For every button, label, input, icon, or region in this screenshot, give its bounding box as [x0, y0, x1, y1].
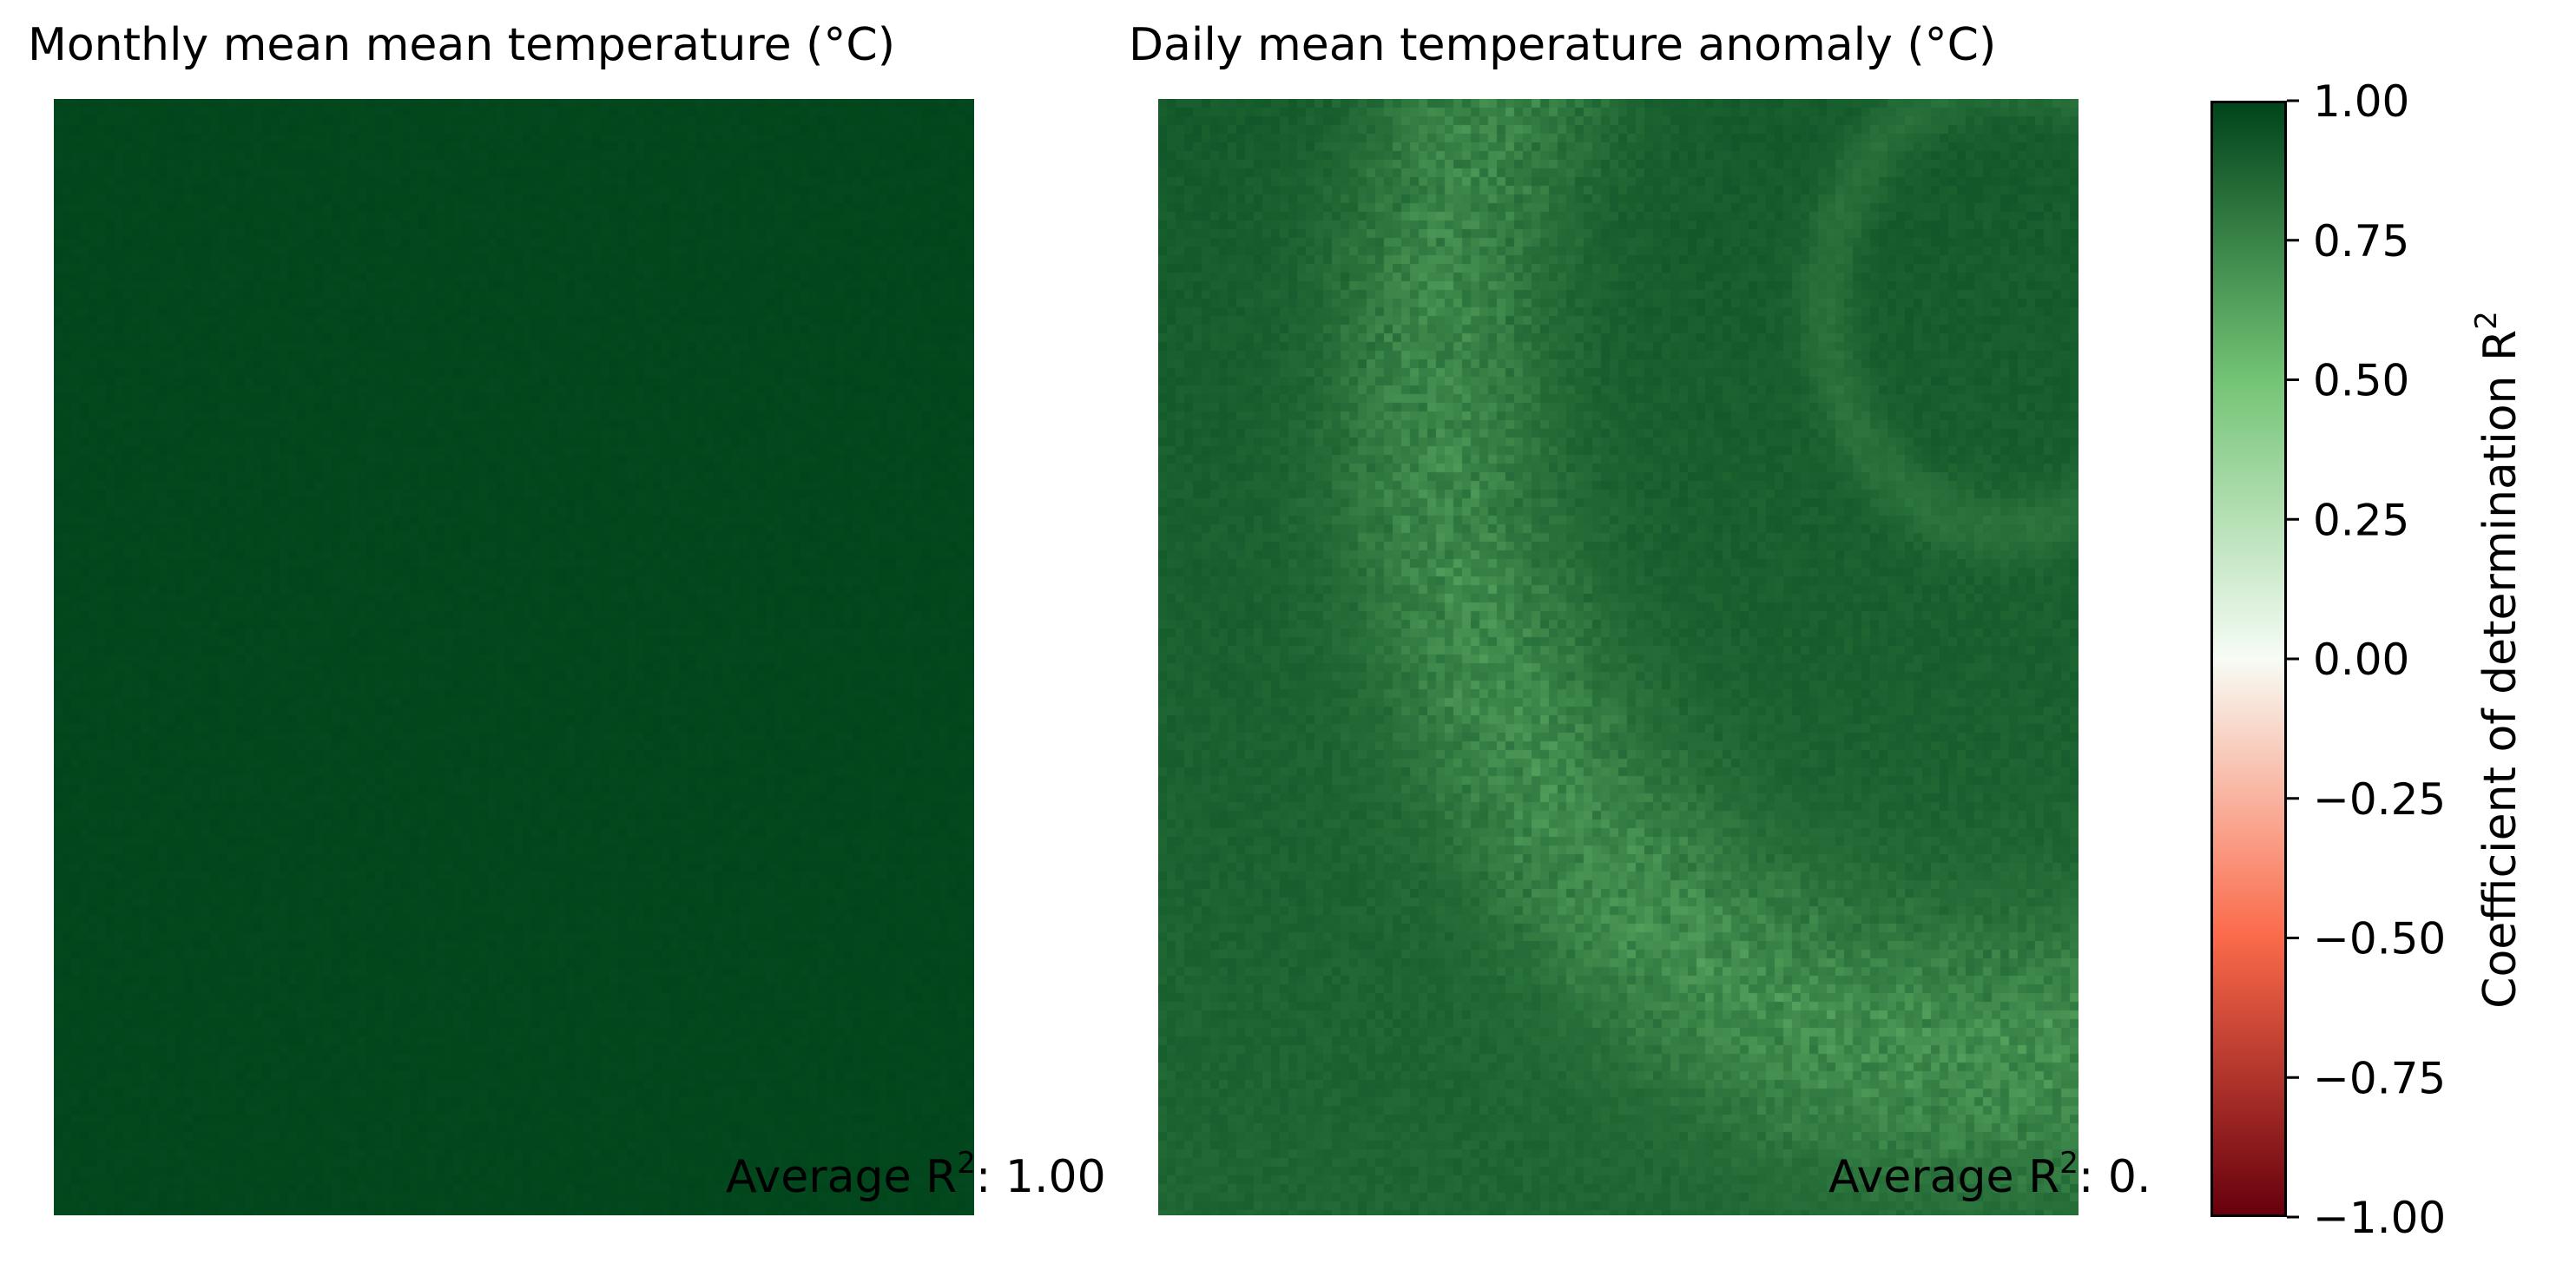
colorbar-tick-label-3: 0.25	[2313, 495, 2409, 545]
right-average-prefix: Average R	[1828, 1151, 2060, 1203]
left-heatmap-canvas	[54, 99, 974, 1215]
left-average-label: Average R2: 1.00	[726, 1148, 1106, 1200]
colorbar-tick-label-1: 0.75	[2313, 216, 2409, 267]
colorbar-axis-label: Coefficient of determination R2	[2469, 311, 2527, 1009]
left-heatmap	[54, 99, 974, 1215]
right-average-sup: 2	[2059, 1146, 2079, 1181]
right-heatmap-canvas	[1158, 99, 2079, 1215]
colorbar-tick-label-7: −0.75	[2313, 1053, 2446, 1103]
left-average-prefix: Average R	[726, 1151, 958, 1203]
right-heatmap	[1158, 99, 2079, 1215]
colorbar-label-text: Coefficient of determination R	[2474, 329, 2527, 1009]
colorbar-tick-label-6: −0.50	[2313, 914, 2446, 964]
right-average-value: : 0.9	[2078, 1155, 2148, 1200]
left-average-value: : 1.00	[975, 1151, 1106, 1203]
colorbar-tick-label-5: −0.25	[2313, 774, 2446, 825]
colorbar-label-sup: 2	[2469, 311, 2504, 330]
colorbar-tick-label-4: 0.00	[2313, 635, 2409, 685]
left-average-sup: 2	[957, 1146, 976, 1181]
right-panel-title: Daily mean temperature anomaly (°C)	[1129, 19, 1997, 71]
colorbar-tick-label-8: −1.00	[2313, 1193, 2446, 1243]
colorbar-tick-label-2: 0.50	[2313, 356, 2409, 406]
right-average-label: Average R2: 0.9	[1828, 1148, 2148, 1200]
colorbar-tick-label-0: 1.00	[2313, 76, 2409, 127]
colorbar	[2210, 101, 2287, 1217]
left-panel-title: Monthly mean mean temperature (°C)	[28, 19, 895, 71]
